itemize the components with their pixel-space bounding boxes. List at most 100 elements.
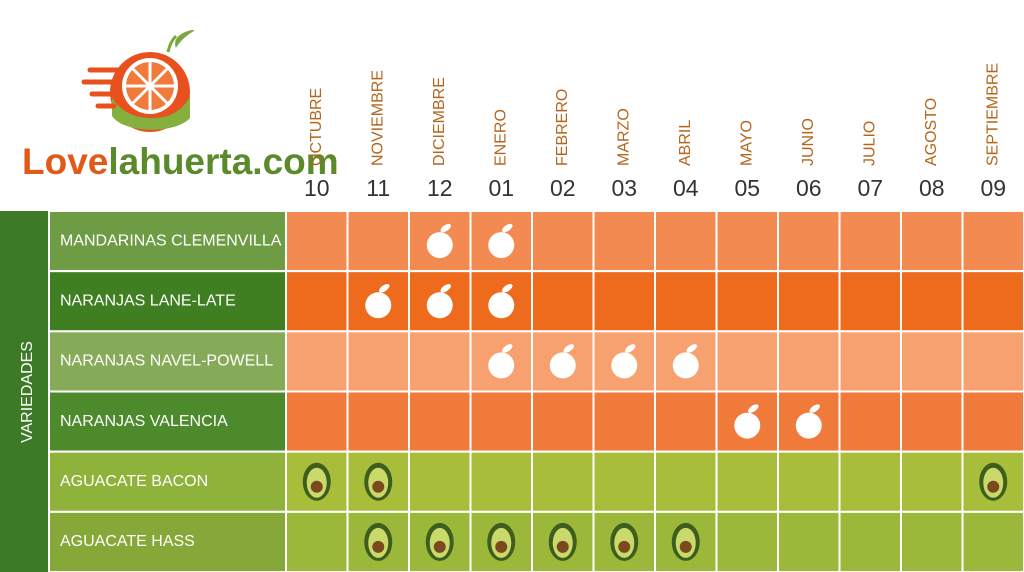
avocado-pit bbox=[310, 480, 323, 493]
cell bbox=[777, 510, 841, 572]
orange-leaf bbox=[563, 344, 574, 353]
avocado-pit bbox=[433, 540, 446, 553]
cell bbox=[838, 210, 902, 273]
side-band bbox=[0, 211, 48, 572]
row-label: MANDARINAS CLEMENVILLA bbox=[60, 232, 282, 249]
month-name: DICIEMBRE bbox=[431, 77, 448, 166]
cell bbox=[900, 330, 964, 393]
avocado-pit bbox=[495, 540, 508, 553]
orange-icon bbox=[365, 284, 392, 319]
logo-domain: lahuerta.com bbox=[108, 141, 338, 182]
cell bbox=[900, 210, 964, 273]
row-label-cell bbox=[48, 510, 287, 572]
avocado-pit bbox=[372, 480, 385, 493]
month-name: JUNIO bbox=[800, 118, 817, 166]
cell bbox=[285, 210, 349, 273]
cell bbox=[285, 330, 349, 393]
cell bbox=[777, 210, 841, 273]
cell bbox=[900, 450, 964, 513]
cell bbox=[346, 210, 410, 273]
cell bbox=[408, 330, 472, 393]
row-label: NARANJAS NAVEL-POWELL bbox=[60, 353, 273, 370]
cell bbox=[777, 270, 841, 333]
cell bbox=[961, 270, 1024, 333]
cell bbox=[715, 450, 779, 513]
orange-leaf bbox=[502, 344, 513, 353]
month-number: 09 bbox=[980, 175, 1006, 201]
orange-body bbox=[488, 352, 515, 379]
month-number: 11 bbox=[366, 175, 390, 201]
logo-text: Lovelahuerta.com bbox=[22, 141, 339, 182]
avocado-icon bbox=[610, 522, 639, 561]
cell bbox=[654, 450, 718, 513]
avocado-pit bbox=[679, 540, 692, 553]
orange-body bbox=[734, 412, 761, 439]
row-label: NARANJAS VALENCIA bbox=[60, 413, 228, 430]
cell bbox=[285, 450, 349, 513]
row-label: AGUACATE BACON bbox=[60, 473, 208, 490]
cell bbox=[961, 210, 1024, 273]
cell bbox=[592, 270, 656, 333]
avocado-icon bbox=[671, 522, 700, 561]
orange-icon bbox=[488, 284, 515, 319]
orange-body bbox=[549, 352, 576, 379]
orange-icon bbox=[734, 404, 761, 439]
cell bbox=[838, 330, 902, 393]
month-name: NOVIEMBRE bbox=[369, 70, 386, 166]
month-number: 04 bbox=[673, 175, 699, 201]
row-label-cell bbox=[48, 210, 287, 273]
cell bbox=[900, 390, 964, 453]
cell bbox=[961, 510, 1024, 572]
orange-icon bbox=[672, 344, 699, 379]
cell bbox=[592, 390, 656, 453]
month-name: AGOSTO bbox=[923, 98, 940, 166]
cell bbox=[777, 450, 841, 513]
orange-body bbox=[426, 292, 453, 319]
cell bbox=[592, 450, 656, 513]
logo-love: Love bbox=[22, 141, 108, 182]
avocado-pit bbox=[556, 540, 569, 553]
month-name: SEPTIEMBRE bbox=[984, 63, 1001, 166]
month-name: ENERO bbox=[492, 109, 509, 166]
avocado-icon bbox=[425, 522, 454, 561]
cell bbox=[715, 510, 779, 572]
avocado-icon bbox=[364, 462, 393, 501]
cell bbox=[654, 210, 718, 273]
avocado-icon bbox=[548, 522, 577, 561]
avocado-icon bbox=[487, 522, 516, 561]
month-number: 10 bbox=[304, 175, 330, 201]
cell bbox=[900, 270, 964, 333]
orange-body bbox=[795, 412, 822, 439]
avocado-icon bbox=[979, 462, 1008, 501]
orange-icon bbox=[549, 344, 576, 379]
month-number: 05 bbox=[734, 175, 760, 201]
cell bbox=[838, 510, 902, 572]
month-name: ABRIL bbox=[677, 120, 694, 166]
cell bbox=[715, 270, 779, 333]
cell bbox=[408, 390, 472, 453]
orange-icon bbox=[488, 344, 515, 379]
row-label: AGUACATE HASS bbox=[60, 533, 195, 550]
month-number: 01 bbox=[488, 175, 514, 201]
month-number: 06 bbox=[796, 175, 822, 201]
orange-body bbox=[488, 292, 515, 319]
cell bbox=[592, 210, 656, 273]
orange-icon bbox=[426, 284, 453, 319]
row-label: NARANJAS LANE-LATE bbox=[60, 292, 236, 309]
orange-leaf bbox=[379, 284, 390, 293]
orange-icon bbox=[488, 223, 515, 259]
orange-leaf bbox=[502, 284, 513, 293]
orange-icon bbox=[426, 223, 453, 259]
cell bbox=[469, 450, 533, 513]
cell bbox=[838, 270, 902, 333]
orange-leaf bbox=[502, 223, 513, 233]
month-number: 08 bbox=[919, 175, 945, 201]
cell bbox=[715, 330, 779, 393]
month-number: 12 bbox=[427, 175, 453, 201]
cell bbox=[777, 390, 841, 453]
month-name: MARZO bbox=[615, 108, 632, 166]
cell bbox=[285, 510, 349, 572]
cell bbox=[961, 330, 1024, 393]
avocado-pit bbox=[618, 540, 631, 553]
